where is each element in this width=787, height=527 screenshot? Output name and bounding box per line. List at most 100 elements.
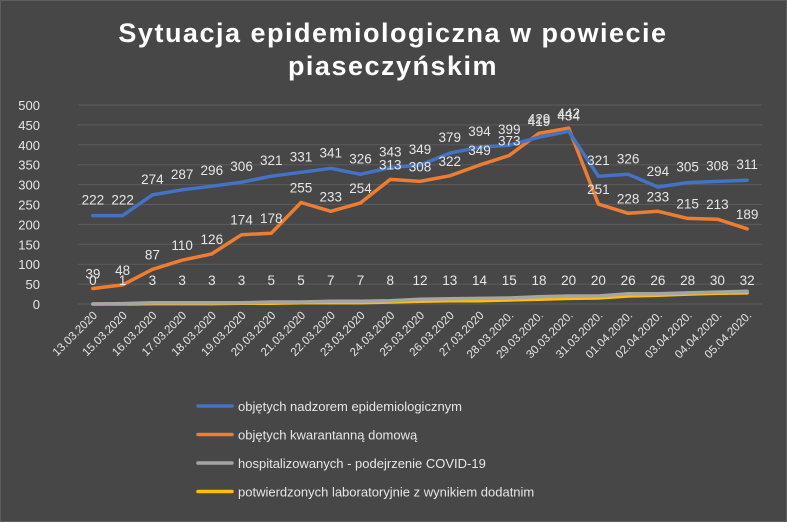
data-label: 3 — [149, 273, 157, 288]
data-point — [388, 177, 392, 182]
data-point — [299, 300, 303, 304]
data-point — [626, 172, 630, 176]
data-point — [537, 295, 541, 299]
legend-label: objętych kwarantanną domową — [238, 428, 418, 443]
data-point — [269, 231, 273, 235]
data-point — [239, 233, 244, 237]
data-point — [745, 178, 749, 182]
data-point — [329, 299, 333, 303]
data-label: 110 — [171, 238, 193, 253]
data-point — [358, 299, 363, 303]
data-point — [150, 267, 154, 271]
data-label: 189 — [736, 207, 759, 222]
data-point — [121, 283, 125, 287]
data-point — [448, 151, 452, 155]
data-point — [448, 297, 452, 301]
data-label: 39 — [85, 266, 100, 281]
data-label: 178 — [260, 211, 283, 226]
data-label: 294 — [647, 164, 670, 179]
data-label: 15 — [502, 273, 517, 288]
data-point — [656, 292, 660, 296]
chart-title-line-1: Sytuacja epidemiologiczna w powiecie — [118, 18, 667, 48]
data-point — [388, 299, 392, 303]
data-label: 20 — [591, 273, 606, 288]
data-label: 308 — [706, 158, 729, 173]
data-label: 7 — [327, 273, 335, 288]
data-point — [418, 179, 422, 184]
data-label: 311 — [736, 157, 758, 172]
data-label: 87 — [145, 247, 160, 262]
data-point — [299, 200, 303, 205]
data-label: 306 — [230, 159, 253, 174]
data-label: 326 — [349, 151, 372, 166]
data-label: 48 — [115, 263, 130, 278]
data-label: 373 — [498, 134, 521, 149]
y-tick-label: 150 — [18, 237, 40, 252]
data-label: 7 — [357, 273, 365, 288]
y-tick-label: 500 — [18, 98, 40, 113]
data-label: 349 — [409, 142, 432, 157]
data-label: 213 — [706, 197, 729, 212]
data-point — [418, 163, 422, 167]
data-label: 399 — [498, 122, 521, 137]
data-label: 228 — [617, 191, 640, 206]
data-point — [329, 166, 333, 170]
data-point — [91, 214, 95, 218]
data-label: 222 — [82, 193, 105, 208]
data-label: 313 — [379, 157, 402, 172]
data-point — [477, 145, 482, 149]
data-label: 30 — [710, 273, 725, 288]
y-tick-label: 400 — [18, 138, 40, 153]
legend: objętych nadzorem epidemiologicznym objęt… — [196, 399, 534, 500]
data-label: 331 — [290, 149, 313, 164]
data-label: 26 — [621, 273, 636, 288]
data-label: 233 — [320, 189, 343, 204]
data-point — [567, 294, 571, 298]
data-point — [121, 214, 125, 218]
data-label: 308 — [409, 159, 432, 174]
chart-title-line-2: piaseczyńskim — [288, 51, 498, 81]
data-point — [91, 286, 95, 291]
data-point — [686, 181, 690, 185]
data-point — [656, 185, 660, 189]
data-label: 251 — [587, 182, 610, 197]
data-label: 322 — [438, 154, 461, 169]
data-point — [180, 301, 184, 305]
data-point — [150, 301, 154, 305]
data-label: 1 — [119, 273, 127, 288]
data-point — [745, 227, 749, 231]
data-point — [329, 209, 333, 213]
legend-label: hospitalizowanych - podejrzenie COVID-19 — [238, 456, 486, 471]
data-point — [596, 174, 601, 178]
data-label: 12 — [412, 273, 427, 288]
data-label: 379 — [438, 130, 461, 145]
data-label: 0 — [89, 273, 97, 288]
data-point — [626, 292, 630, 296]
data-label: 126 — [201, 232, 224, 247]
data-label: 296 — [201, 163, 224, 178]
data-point — [537, 135, 541, 139]
data-point — [567, 126, 571, 130]
y-tick-label: 350 — [18, 158, 40, 173]
data-point — [358, 201, 363, 205]
data-label: 215 — [676, 196, 699, 211]
data-label: 255 — [290, 181, 313, 196]
data-label: 8 — [387, 273, 395, 288]
data-point — [686, 291, 690, 295]
y-tick-label: 450 — [18, 118, 40, 133]
data-point — [210, 252, 214, 256]
data-point — [239, 180, 244, 184]
data-label: 222 — [111, 193, 134, 208]
legend-label: objętych nadzorem epidemiologicznym — [238, 399, 462, 414]
data-label: 321 — [587, 153, 610, 168]
data-label: 341 — [320, 145, 343, 160]
data-label: 5 — [297, 273, 305, 288]
data-point — [91, 302, 95, 306]
data-point — [715, 217, 719, 221]
data-point — [507, 153, 511, 158]
data-point — [210, 301, 214, 305]
data-label: 287 — [171, 167, 194, 182]
